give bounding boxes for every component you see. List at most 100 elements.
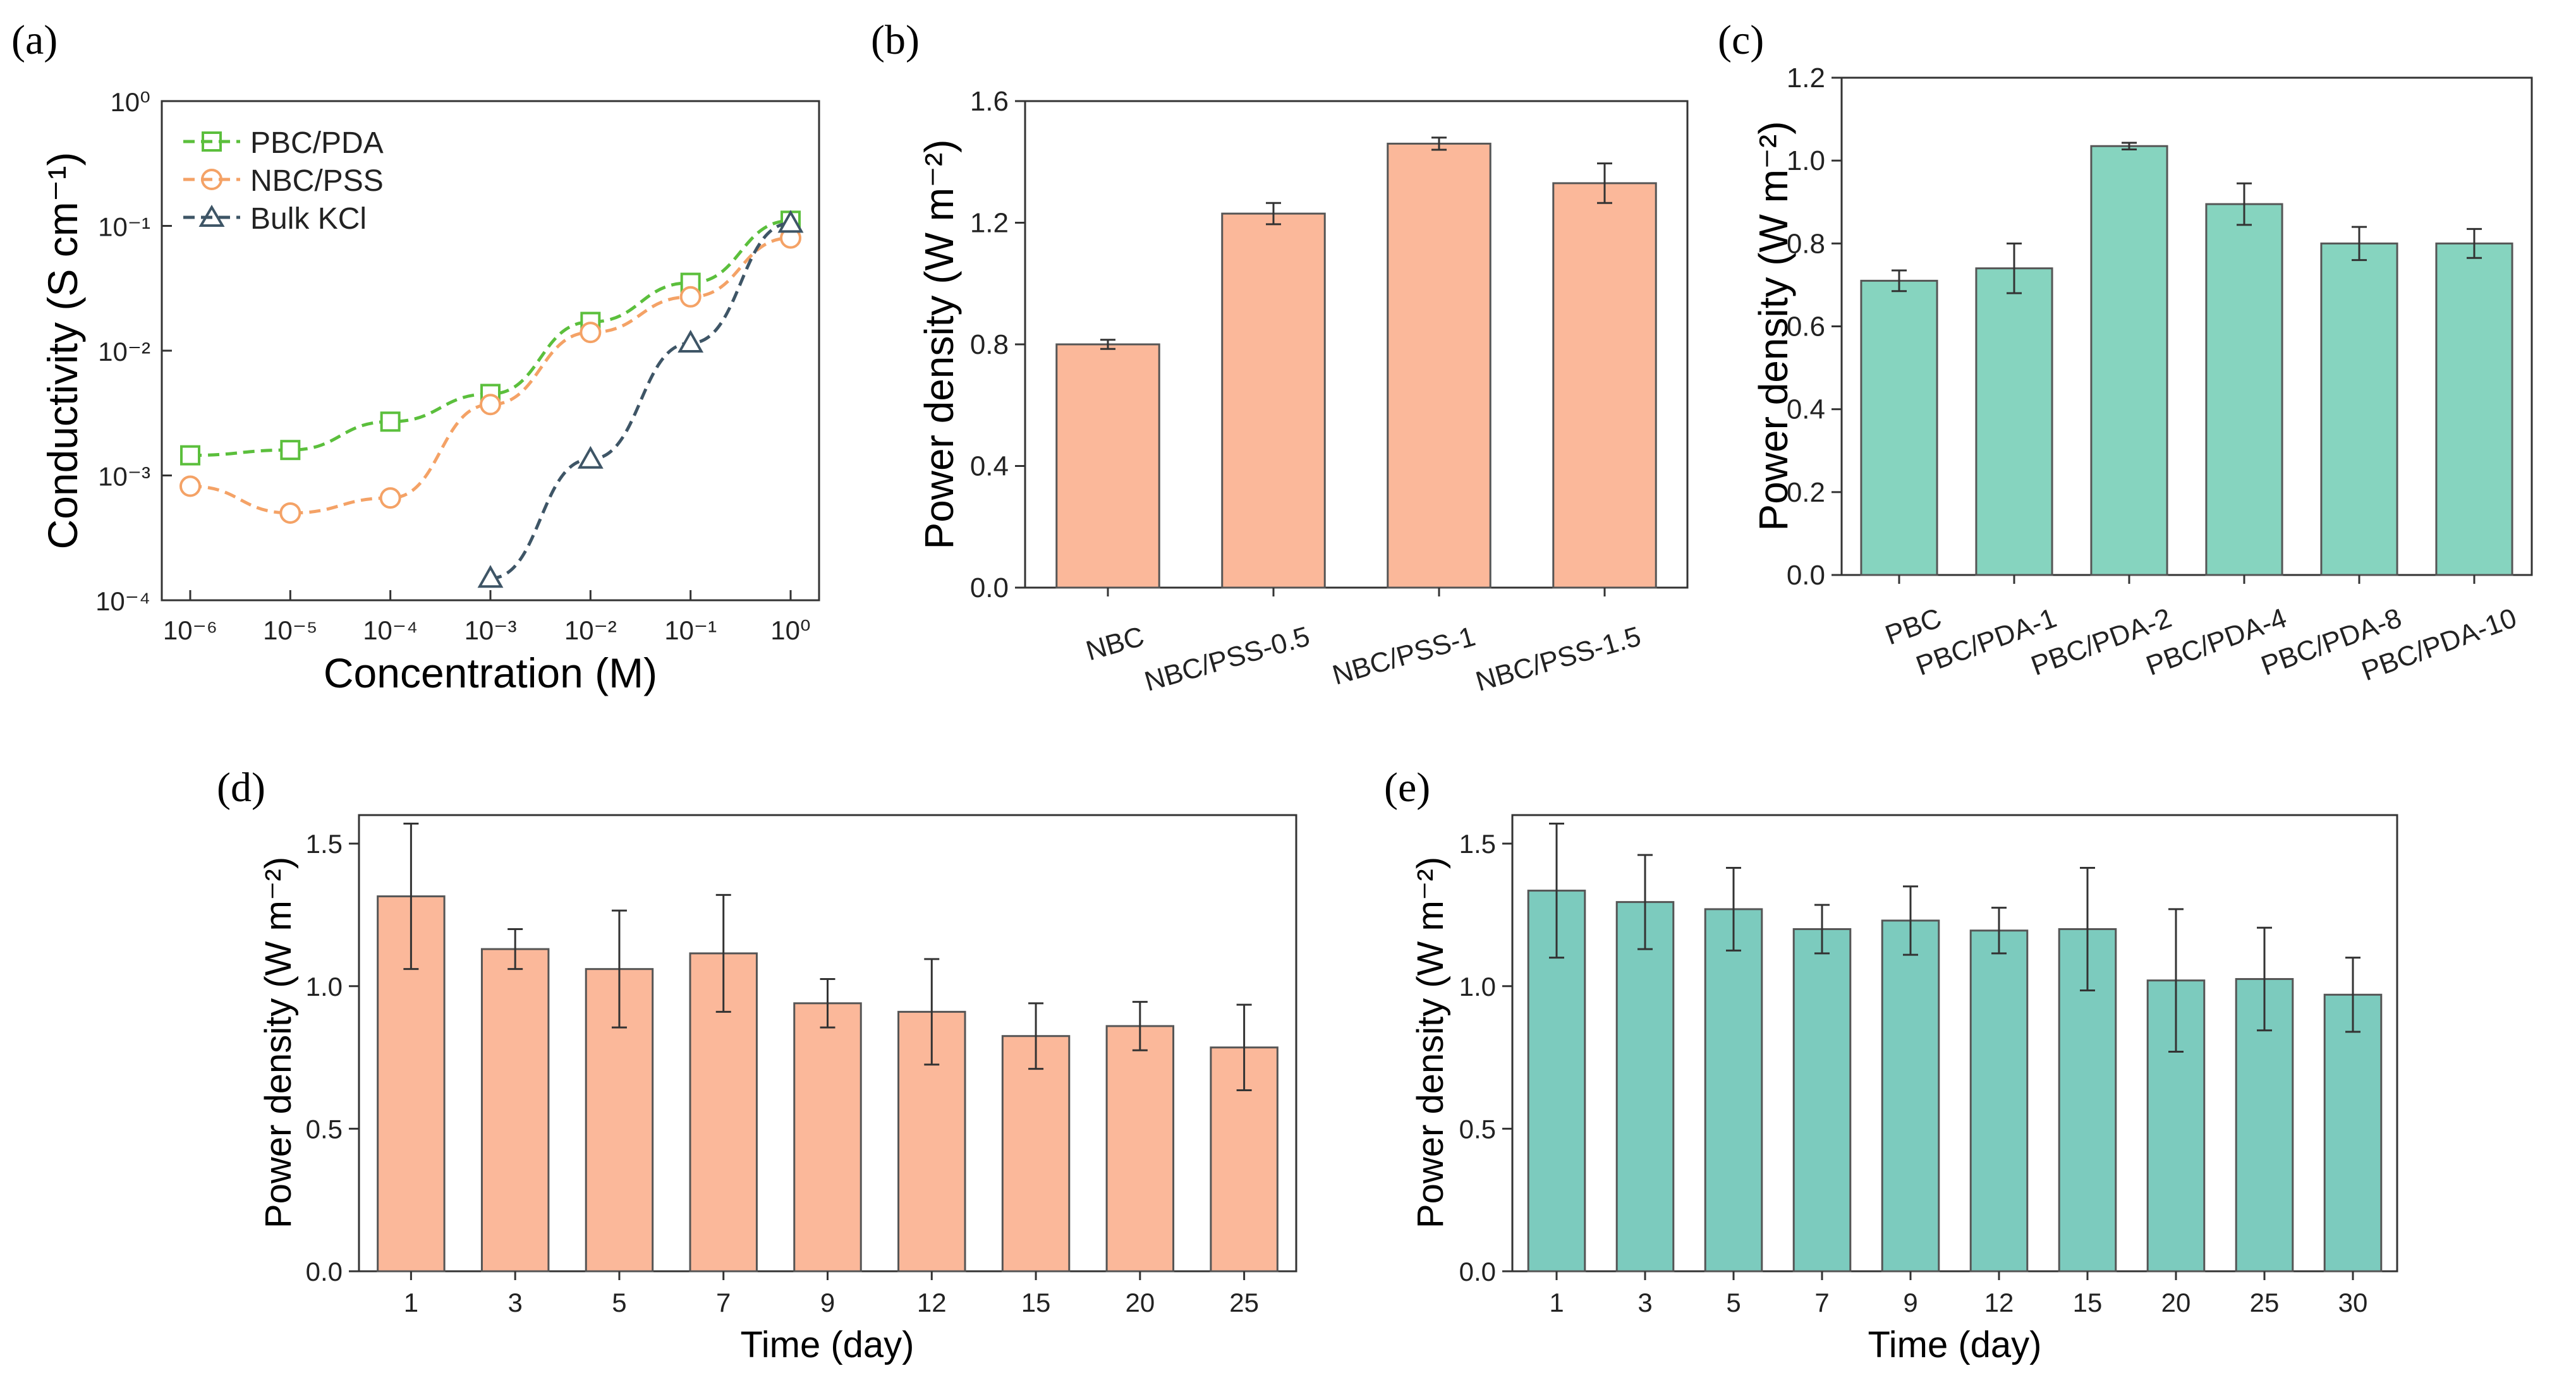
y-tick-label-a: 10⁻⁴: [95, 586, 150, 616]
y-tick-label-d: 0.0: [306, 1257, 343, 1286]
series-line-bulk-kcl: [490, 221, 791, 580]
y-tick-label-c: 0.6: [1787, 311, 1825, 342]
bar-b-0: [1055, 343, 1160, 589]
x-tick-label-e: 20: [2161, 1288, 2191, 1317]
legend-item-bulk-kcl: Bulk KCl: [183, 202, 367, 236]
data-point-triangle: [577, 445, 604, 469]
data-point-square: [280, 440, 301, 461]
x-axis-title-e: Time (day): [1868, 1324, 2042, 1365]
x-tick-label-e: 7: [1814, 1288, 1829, 1317]
x-tick-label-e: 30: [2338, 1288, 2368, 1317]
x-tick-label-d: 3: [507, 1288, 522, 1317]
y-axis-title-a: Conductivity (S cm⁻¹): [39, 152, 86, 550]
x-tick-label-a: 10⁻⁵: [263, 615, 317, 645]
y-tick-label-e: 0.0: [1459, 1257, 1496, 1286]
y-tick-label-c: 1.0: [1787, 145, 1825, 176]
x-tick-label-d: 15: [1021, 1288, 1051, 1317]
bar-c-5: [2435, 242, 2513, 576]
bar-b-3: [1552, 182, 1657, 589]
legend-marker-circle: [201, 169, 222, 190]
panel-label-d: (d): [217, 765, 265, 811]
data-point-circle: [480, 394, 501, 416]
y-tick-label-d: 1.5: [306, 829, 343, 859]
bar-e-9: [2323, 993, 2383, 1273]
y-axis-title-e: Power density (W m⁻²): [1410, 857, 1451, 1228]
x-tick-label-a: 10⁻⁴: [363, 615, 418, 645]
x-tick-label-a: 10⁰: [770, 615, 811, 645]
panel-label-c: (c): [1718, 17, 1764, 63]
y-tick-label-b: 0.4: [970, 451, 1009, 482]
bar-c-3: [2205, 203, 2283, 576]
bar-c-2: [2090, 145, 2168, 576]
panel-label-b: (b): [871, 17, 920, 63]
x-axis-title-d: Time (day): [741, 1324, 914, 1365]
bar-e-5: [1969, 929, 2029, 1273]
bar-e-1: [1615, 901, 1675, 1273]
data-point-triangle: [777, 210, 804, 233]
legend-label-pbc-pda: PBC/PDA: [250, 126, 384, 160]
panel-d-bar-chart: 0.0 0.5 1.0 1.5 1 3 5 7 9 12 15 20 25 Time (day) Pow…: [258, 814, 1297, 1365]
bar-e-4: [1881, 919, 1940, 1273]
y-tick-label-c: 0.8: [1787, 228, 1825, 259]
legend-marker-square: [202, 131, 222, 152]
y-tick-label-b: 1.6: [970, 86, 1009, 117]
panel-c-bar-chart: 0.00.20.40.60.81.01.2PBCPBC/PDA-1PBC/PDA…: [1751, 63, 2533, 687]
panel-label-e: (e): [1384, 765, 1430, 811]
legend-a: PBC/PDA NBC/PSS Bulk KCl: [183, 126, 384, 236]
y-tick-label-a: 10⁻³: [98, 462, 150, 492]
panel-e-bar-chart: 0.0 0.5 1.0 1.5 1 3 5 7 9 12 15 20 25 30 Time (day) P…: [1410, 814, 2398, 1365]
legend-label-nbc-pss: NBC/PSS: [250, 164, 384, 198]
x-tick-label-d: 12: [917, 1288, 947, 1317]
x-tick-label-a: 10⁻¹: [664, 615, 717, 645]
data-point-circle: [179, 475, 201, 497]
x-axis-title-a: Concentration (M): [324, 650, 657, 696]
x-tick-label-a: 10⁻³: [465, 615, 517, 645]
x-tick-label-d: 7: [716, 1288, 731, 1317]
x-tick-label-e: 15: [2073, 1288, 2103, 1317]
x-tick-label-d: 5: [612, 1288, 626, 1317]
x-tick-label-d: 1: [404, 1288, 418, 1317]
bar-c-0: [1860, 279, 1938, 576]
x-tick-label-a: 10⁻⁶: [163, 615, 217, 645]
x-tick-label-e: 1: [1549, 1288, 1564, 1317]
x-tick-label-a: 10⁻²: [564, 615, 617, 645]
y-tick-label-e: 0.5: [1459, 1114, 1496, 1144]
data-point-triangle: [677, 329, 704, 353]
panel-label-a: (a): [11, 17, 58, 63]
x-tick-label-b: NBC/PSS-1.5: [1473, 621, 1644, 698]
y-axis-title-c: Power density (W m⁻²): [1751, 121, 1796, 531]
legend-label-bulk-kcl: Bulk KCl: [250, 202, 367, 236]
y-tick-label-c: 0.2: [1787, 477, 1825, 508]
y-tick-label-d: 1.0: [306, 972, 343, 1001]
x-tick-label-e: 3: [1637, 1288, 1652, 1317]
bar-e-2: [1704, 908, 1763, 1273]
y-tick-label-e: 1.5: [1459, 829, 1496, 859]
y-axis-title-b: Power density (W m⁻²): [916, 140, 962, 550]
plot-frame-e: [1511, 814, 2398, 1273]
bar-c-4: [2320, 242, 2398, 576]
x-tick-label-e: 9: [1903, 1288, 1917, 1317]
y-tick-label-e: 1.0: [1459, 972, 1496, 1001]
legend-item-nbc-pss: NBC/PSS: [183, 164, 384, 198]
data-point-circle: [379, 487, 401, 509]
legend-marker-triangle: [198, 205, 225, 227]
y-tick-label-c: 0.4: [1787, 394, 1825, 425]
bar-d-1: [480, 948, 550, 1273]
x-tick-label-d: 20: [1125, 1288, 1155, 1317]
series-line-pbc-pda: [190, 219, 791, 457]
bar-d-4: [793, 1002, 862, 1273]
x-tick-label-d: 9: [820, 1288, 835, 1317]
x-tick-label-b: NBC/PSS-0.5: [1141, 621, 1313, 698]
bar-e-3: [1792, 928, 1852, 1273]
y-tick-label-a: 10⁻²: [98, 337, 150, 366]
x-tick-label-e: 25: [2250, 1288, 2280, 1317]
y-tick-label-b: 0.8: [970, 329, 1009, 360]
data-point-triangle: [477, 565, 504, 588]
x-tick-label-e: 5: [1726, 1288, 1741, 1317]
y-axis-title-d: Power density (W m⁻²): [258, 857, 299, 1228]
data-point-square: [180, 445, 200, 466]
bar-d-7: [1105, 1025, 1175, 1273]
y-tick-label-d: 0.5: [306, 1114, 343, 1144]
bar-b-2: [1387, 142, 1492, 589]
